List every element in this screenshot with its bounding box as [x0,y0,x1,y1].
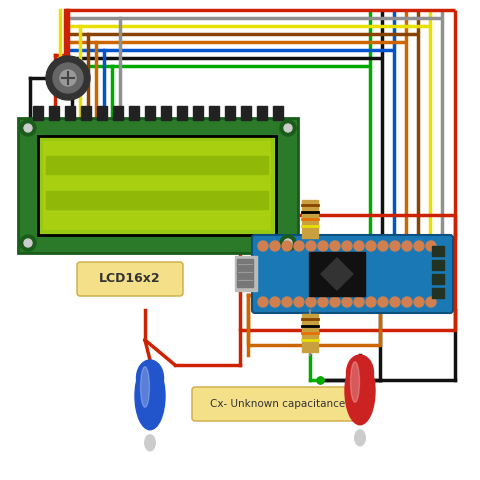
Circle shape [366,297,376,307]
Ellipse shape [145,435,155,451]
Circle shape [342,241,352,251]
Circle shape [390,297,400,307]
Bar [113,106,123,120]
Circle shape [402,297,412,307]
Circle shape [390,241,400,251]
Circle shape [342,297,352,307]
Circle shape [318,297,328,307]
Bar [273,106,283,120]
Circle shape [294,241,304,251]
Ellipse shape [136,360,164,396]
Bar [257,106,267,120]
Circle shape [280,235,296,251]
Bar [97,106,107,120]
Text: LCD16x2: LCD16x2 [99,273,161,286]
Polygon shape [321,258,353,290]
Circle shape [294,297,304,307]
Circle shape [378,241,388,251]
Bar [302,313,318,351]
Bar [65,106,75,120]
Ellipse shape [135,362,165,430]
Circle shape [282,297,292,307]
Bar [237,259,253,287]
Bar [225,106,235,120]
FancyBboxPatch shape [192,387,363,421]
Circle shape [24,239,32,247]
Bar [129,106,139,120]
Bar [235,256,257,291]
Bar [49,106,59,120]
Bar [46,192,268,209]
FancyBboxPatch shape [43,141,271,230]
FancyBboxPatch shape [252,235,453,313]
Circle shape [426,241,436,251]
Circle shape [284,239,292,247]
Circle shape [258,297,268,307]
Circle shape [306,297,316,307]
Circle shape [282,241,292,251]
Circle shape [258,241,268,251]
FancyBboxPatch shape [77,262,183,296]
Circle shape [20,235,36,251]
FancyBboxPatch shape [18,118,298,253]
Circle shape [426,297,436,307]
Text: Cx- Unknown capacitance: Cx- Unknown capacitance [210,399,346,409]
Circle shape [284,124,292,132]
Circle shape [378,297,388,307]
FancyBboxPatch shape [38,136,276,235]
Circle shape [60,70,76,86]
Bar [46,156,268,174]
Bar [33,106,43,120]
Bar [432,288,444,298]
Circle shape [270,241,280,251]
Bar [161,106,171,120]
Circle shape [280,120,296,136]
Bar [145,106,155,120]
Circle shape [306,241,316,251]
Bar [81,106,91,120]
Bar [309,252,365,296]
Bar [432,260,444,270]
Circle shape [270,297,280,307]
Circle shape [330,241,340,251]
Circle shape [330,297,340,307]
Ellipse shape [345,357,375,425]
Bar [432,274,444,284]
Circle shape [366,241,376,251]
Circle shape [318,241,328,251]
Circle shape [414,297,424,307]
Ellipse shape [141,367,149,407]
Circle shape [53,63,83,93]
Bar [302,200,318,238]
Bar [177,106,187,120]
Circle shape [354,241,364,251]
Bar [241,106,251,120]
Circle shape [414,241,424,251]
Ellipse shape [347,355,373,391]
Circle shape [20,120,36,136]
Bar [209,106,219,120]
Circle shape [354,297,364,307]
Circle shape [46,56,90,100]
Ellipse shape [355,430,365,446]
Bar [432,246,444,256]
Bar [193,106,203,120]
Circle shape [402,241,412,251]
Circle shape [24,124,32,132]
Ellipse shape [350,362,360,402]
